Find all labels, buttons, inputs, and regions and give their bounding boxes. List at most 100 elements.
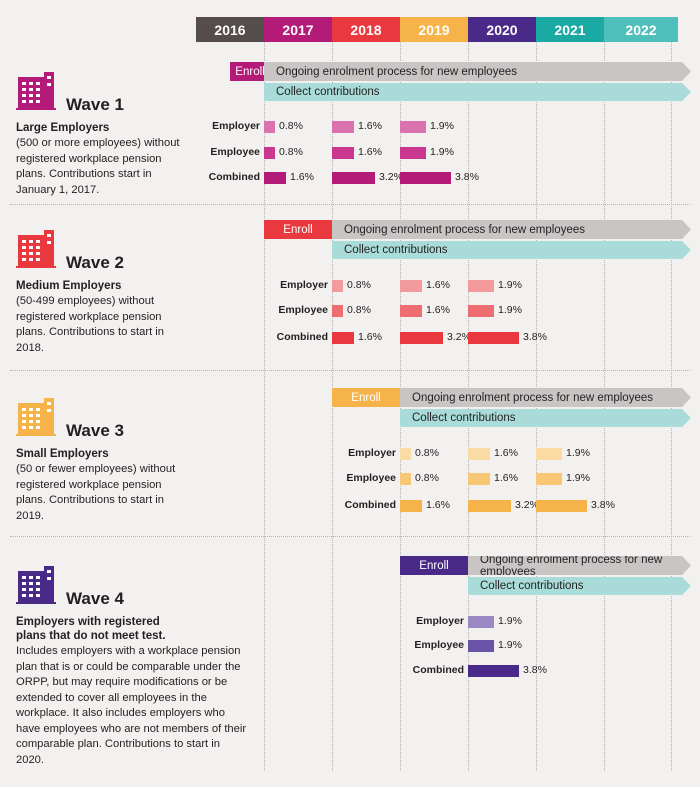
wave-title: Wave 1 <box>66 95 124 114</box>
bar-employer-1 <box>332 280 343 292</box>
bar-combined-2 <box>332 172 375 184</box>
wave-separator <box>10 536 690 537</box>
wave-title: Wave 3 <box>66 421 124 440</box>
wave-subtitle: Small Employers <box>16 448 109 460</box>
value-employer-3: 1.9% <box>566 447 590 459</box>
ongoing-enrolment-arrow: Ongoing enrolment process for new employ… <box>264 62 691 81</box>
bar-combined-3 <box>536 500 587 512</box>
bar-employee-3 <box>400 147 426 159</box>
wave-separator <box>10 370 690 371</box>
value-employer-1: 0.8% <box>347 279 371 291</box>
year-header-2022: 2022 <box>604 17 678 42</box>
building-icon <box>16 398 56 436</box>
value-employee-1: 0.8% <box>279 146 303 158</box>
enroll-label: Enroll <box>230 62 270 81</box>
year-header-2016: 2016 <box>196 17 264 42</box>
value-employer-3: 1.9% <box>430 120 454 132</box>
value-employee-3: 1.9% <box>498 304 522 316</box>
bar-combined-3 <box>400 172 451 184</box>
bar-employee-2 <box>332 147 354 159</box>
wave-title: Wave 2 <box>66 253 124 272</box>
bar-employee-2 <box>468 473 490 485</box>
bar-employee-3 <box>468 305 494 317</box>
enroll-label: Enroll <box>264 220 332 239</box>
value-combined-3: 3.8% <box>591 499 615 511</box>
value-combined-2: 3.2% <box>379 171 403 183</box>
row-label-employer: Employer <box>212 120 260 132</box>
bar-combined-2 <box>400 332 443 344</box>
row-label-combined: Combined <box>276 331 328 343</box>
value-employer-1: 0.8% <box>415 447 439 459</box>
bar-employer-2 <box>332 121 354 133</box>
bar-employee-2 <box>400 305 422 317</box>
value-employer-1: 0.8% <box>279 120 303 132</box>
enroll-label: Enroll <box>332 388 400 407</box>
bar-combined-1 <box>400 500 422 512</box>
wave-subtitle: Medium Employers <box>16 280 122 292</box>
collect-contributions-arrow: Collect contributions <box>468 577 691 595</box>
row-label-employer: Employer <box>348 447 396 459</box>
value-employee-1: 0.8% <box>347 304 371 316</box>
wave-description: (500 or more employees) without register… <box>16 137 180 196</box>
bar-combined-1 <box>264 172 286 184</box>
value-employee-3: 1.9% <box>566 472 590 484</box>
year-header-2018: 2018 <box>332 17 400 42</box>
value-combined-1: 1.6% <box>426 499 450 511</box>
bar-employee-3 <box>536 473 562 485</box>
collect-contributions-arrow: Collect contributions <box>400 409 691 427</box>
bar-combined-3 <box>468 332 519 344</box>
bar-combined-1 <box>332 332 354 344</box>
row-label-employee: Employee <box>346 472 396 484</box>
bar-employee-1 <box>400 473 411 485</box>
value-employer-3: 1.9% <box>498 279 522 291</box>
building-icon <box>16 230 56 268</box>
wave-title: Wave 4 <box>66 589 124 608</box>
wave-description: (50-499 employees) without registered wo… <box>16 295 164 354</box>
value-employer-2: 1.6% <box>358 120 382 132</box>
wave-separator <box>10 204 690 205</box>
value-combined-3: 3.8% <box>455 171 479 183</box>
enroll-label: Enroll <box>400 556 468 575</box>
bar-employer-1 <box>400 448 411 460</box>
collect-contributions-arrow: Collect contributions <box>264 83 691 101</box>
value-combined-1: 3.8% <box>523 664 547 676</box>
bar-employer-1 <box>468 616 494 628</box>
value-employer-2: 1.6% <box>494 447 518 459</box>
value-employee-2: 1.6% <box>358 146 382 158</box>
value-employer-2: 1.6% <box>426 279 450 291</box>
row-label-combined: Combined <box>344 499 396 511</box>
wave-subtitle: Employers with registered plans that do … <box>16 616 166 642</box>
row-label-employee: Employee <box>210 146 260 158</box>
year-header-2020: 2020 <box>468 17 536 42</box>
wave-description: Includes employers with a workplace pens… <box>16 645 247 766</box>
bar-combined-1 <box>468 665 519 677</box>
wave-subtitle: Large Employers <box>16 122 110 134</box>
value-employer-1: 1.9% <box>498 615 522 627</box>
row-label-employee: Employee <box>414 639 464 651</box>
row-label-combined: Combined <box>412 664 464 676</box>
value-employee-2: 1.6% <box>426 304 450 316</box>
value-combined-2: 3.2% <box>515 499 539 511</box>
value-combined-2: 3.2% <box>447 331 471 343</box>
value-employee-2: 1.6% <box>494 472 518 484</box>
collect-contributions-arrow: Collect contributions <box>332 241 691 259</box>
building-icon <box>16 72 56 110</box>
bar-employer-3 <box>400 121 426 133</box>
building-icon <box>16 566 56 604</box>
ongoing-enrolment-arrow: Ongoing enrolment process for new employ… <box>332 220 691 239</box>
bar-employer-1 <box>264 121 275 133</box>
bar-employer-2 <box>400 280 422 292</box>
bar-combined-2 <box>468 500 511 512</box>
row-label-employee: Employee <box>278 304 328 316</box>
year-gridline <box>264 42 265 771</box>
value-combined-1: 1.6% <box>358 331 382 343</box>
value-employee-1: 0.8% <box>415 472 439 484</box>
ongoing-enrolment-arrow: Ongoing enrolment process for new employ… <box>400 388 691 407</box>
year-header-2021: 2021 <box>536 17 604 42</box>
bar-employee-1 <box>468 640 494 652</box>
wave-description: (50 or fewer employees) without register… <box>16 463 176 522</box>
bar-employer-2 <box>468 448 490 460</box>
value-combined-3: 3.8% <box>523 331 547 343</box>
value-employee-3: 1.9% <box>430 146 454 158</box>
row-label-employer: Employer <box>280 279 328 291</box>
